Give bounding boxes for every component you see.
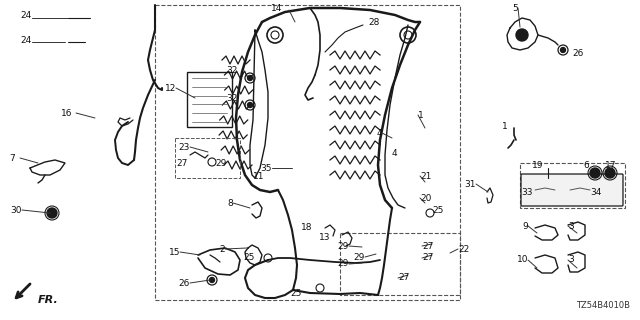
- Text: 27: 27: [422, 242, 433, 251]
- Bar: [155, 5, 460, 300]
- Text: 11: 11: [253, 172, 264, 180]
- Text: 3: 3: [568, 255, 573, 265]
- Text: 12: 12: [164, 84, 176, 92]
- Text: 7: 7: [9, 154, 15, 163]
- Text: 1: 1: [418, 110, 424, 119]
- Text: 6: 6: [583, 161, 589, 170]
- Text: 27: 27: [398, 274, 410, 283]
- Text: 24: 24: [20, 11, 32, 20]
- Text: 16: 16: [61, 108, 72, 117]
- Text: 9: 9: [522, 221, 528, 230]
- Circle shape: [605, 168, 615, 178]
- Text: FR.: FR.: [38, 295, 59, 305]
- Text: 22: 22: [458, 244, 469, 253]
- Text: 4: 4: [392, 148, 397, 157]
- Text: 19: 19: [531, 161, 543, 170]
- Text: 25: 25: [291, 290, 302, 299]
- Text: 1: 1: [502, 122, 508, 131]
- Text: 29: 29: [338, 260, 349, 268]
- Text: 17: 17: [605, 161, 616, 170]
- Text: 23: 23: [179, 142, 190, 151]
- Text: 25: 25: [244, 252, 255, 261]
- Text: 31: 31: [465, 180, 476, 188]
- Text: 8: 8: [227, 198, 233, 207]
- Text: 3: 3: [568, 221, 573, 230]
- Circle shape: [209, 277, 214, 283]
- Text: 20: 20: [420, 194, 431, 203]
- Text: 30: 30: [10, 205, 22, 214]
- Circle shape: [248, 76, 253, 81]
- Text: 5: 5: [512, 4, 518, 12]
- Circle shape: [47, 208, 57, 218]
- Bar: [340, 233, 460, 295]
- Text: 21: 21: [420, 172, 431, 180]
- Text: 32: 32: [227, 93, 238, 102]
- Text: 29: 29: [338, 242, 349, 251]
- Text: 14: 14: [271, 4, 282, 12]
- Circle shape: [561, 47, 566, 52]
- Bar: [520, 163, 625, 208]
- Text: 28: 28: [368, 18, 380, 27]
- Circle shape: [516, 29, 528, 41]
- Text: 35: 35: [260, 164, 272, 172]
- Text: 10: 10: [516, 255, 528, 265]
- Circle shape: [248, 102, 253, 108]
- Text: 4: 4: [376, 129, 382, 138]
- Text: 32: 32: [227, 66, 238, 75]
- Text: 26: 26: [179, 278, 190, 287]
- Text: 25: 25: [432, 205, 444, 214]
- Bar: [175, 138, 240, 178]
- Text: 34: 34: [590, 188, 602, 196]
- Text: 15: 15: [168, 247, 180, 257]
- Text: 26: 26: [572, 49, 584, 58]
- Text: 27: 27: [177, 158, 188, 167]
- Text: 13: 13: [319, 233, 330, 242]
- FancyBboxPatch shape: [521, 174, 623, 206]
- Text: 24: 24: [20, 36, 32, 44]
- Text: 2: 2: [220, 244, 225, 253]
- Text: 27: 27: [422, 253, 433, 262]
- Text: 29: 29: [354, 252, 365, 261]
- Text: 29: 29: [215, 158, 227, 167]
- Text: TZ54B4010B: TZ54B4010B: [576, 301, 630, 310]
- Text: 18: 18: [301, 222, 312, 231]
- Bar: [187, 72, 232, 127]
- Text: 33: 33: [522, 188, 533, 196]
- Circle shape: [590, 168, 600, 178]
